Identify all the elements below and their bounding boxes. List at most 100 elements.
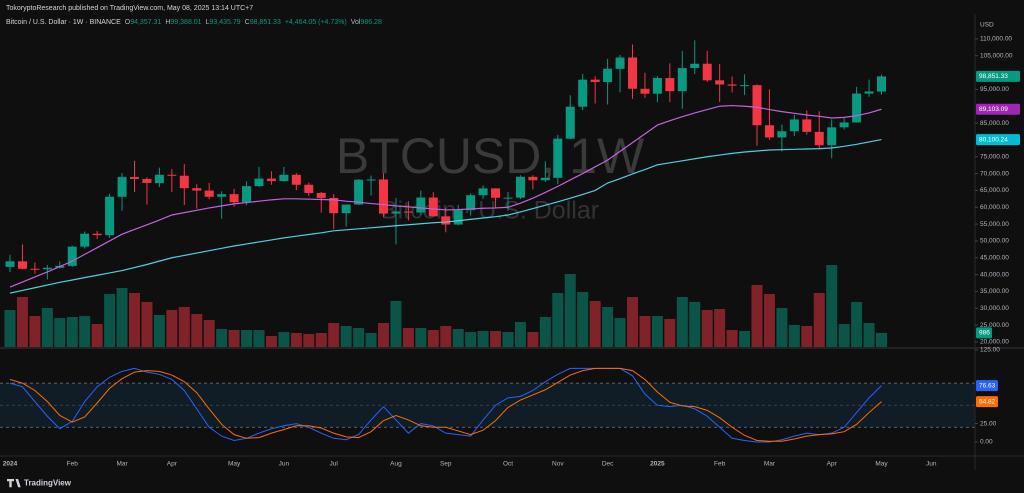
- price-tag: [976, 70, 1020, 82]
- volume-bar: [714, 309, 726, 347]
- volume-bar: [701, 310, 713, 347]
- volume-bar: [514, 322, 526, 347]
- price-tag-label: 76.63: [979, 382, 996, 389]
- volume-bar: [726, 330, 738, 347]
- candle-body: [17, 261, 27, 269]
- volume-bar: [564, 274, 576, 347]
- price-tag: [976, 134, 1020, 146]
- x-tick-label: Jun: [279, 461, 290, 468]
- stoch-pane: [0, 367, 975, 443]
- volume-bar: [452, 329, 464, 347]
- candle-body: [242, 186, 252, 203]
- volume-bar: [440, 326, 452, 347]
- y-tick-label: 45,000.00: [980, 254, 1009, 261]
- volume-bar: [54, 318, 66, 347]
- candle-body: [553, 138, 563, 178]
- volume-bar: [651, 316, 663, 347]
- volume-bar: [589, 301, 601, 347]
- candle-body: [715, 80, 725, 85]
- candle-body: [540, 177, 550, 181]
- candle-body: [839, 122, 849, 128]
- y-tick-label: 50,000.00: [980, 238, 1009, 245]
- volume-bar: [278, 332, 290, 347]
- footer-bar: [0, 472, 1024, 493]
- candle-body: [590, 79, 600, 83]
- volume-bar: [66, 317, 78, 347]
- volume-bar: [365, 333, 377, 347]
- candle-body: [279, 174, 289, 182]
- candle-body: [827, 127, 837, 146]
- x-tick-label: Jul: [330, 461, 339, 468]
- y-tick-label: 20,000.00: [980, 339, 1009, 346]
- candle-body: [179, 175, 189, 189]
- volume-bar: [577, 292, 589, 347]
- y-tick-label: 110,000.00: [980, 36, 1012, 43]
- x-tick-label: Feb: [714, 461, 726, 468]
- candle-body: [814, 131, 824, 146]
- volume-bar: [402, 328, 414, 347]
- y-tick-label: 125.00: [980, 347, 1000, 354]
- candle-body: [5, 261, 15, 267]
- candle-body: [416, 197, 426, 213]
- legend: Bitcoin / U.S. Dollar · 1W · BINANCE O94,…: [6, 19, 382, 26]
- candle-body: [528, 176, 538, 181]
- volume-bar: [79, 316, 91, 347]
- volume-bar: [241, 330, 253, 347]
- x-tick-label: 2025: [650, 461, 665, 468]
- candle-body: [603, 68, 613, 83]
- candle-body: [428, 197, 438, 217]
- candle-body: [864, 91, 874, 94]
- x-tick-label: Nov: [552, 461, 564, 468]
- volume-bar: [191, 314, 203, 347]
- volume-bar: [41, 308, 53, 347]
- price-tag-label: 986: [979, 330, 990, 337]
- candle-body: [366, 179, 376, 181]
- candle-body: [615, 57, 625, 69]
- candle-body: [852, 93, 862, 123]
- volume-bar: [676, 297, 688, 347]
- x-tick-label: May: [228, 461, 241, 468]
- candle-body: [329, 197, 339, 214]
- legend-key: C: [245, 19, 250, 26]
- x-tick-label: Dec: [602, 461, 614, 468]
- legend-key: L: [206, 19, 210, 26]
- candle-body: [192, 188, 202, 191]
- candle-body: [291, 174, 301, 185]
- candle-body: [802, 119, 812, 132]
- stoch-line: [9, 367, 882, 443]
- volume-bar: [315, 333, 327, 347]
- candle-body: [254, 178, 264, 187]
- volume-bar: [788, 325, 800, 347]
- volume-bar: [502, 332, 514, 347]
- candle-body: [466, 195, 476, 211]
- price-pane: [4, 40, 887, 347]
- volume-bar: [627, 297, 638, 347]
- candle-body: [142, 178, 152, 183]
- volume-bar: [203, 320, 215, 347]
- candle-body: [80, 233, 90, 247]
- volume-bar: [863, 323, 875, 347]
- candle-body: [515, 176, 525, 198]
- candle-body: [665, 78, 675, 92]
- candle-body: [652, 78, 662, 94]
- moving-average-line: [9, 138, 882, 294]
- price-tag-label: 89,103.09: [979, 106, 1008, 113]
- volume-bar: [303, 334, 315, 347]
- volume-bar: [427, 330, 439, 347]
- x-tick-label: Oct: [503, 461, 513, 468]
- volume-bar: [129, 293, 140, 347]
- price-tag: [976, 380, 998, 392]
- y-tick-label: 25.00: [980, 420, 997, 427]
- moving-average-line: [9, 104, 882, 288]
- volume-bar: [104, 294, 116, 347]
- y-tick-label: 85,000.00: [980, 120, 1009, 127]
- volume-bar: [353, 328, 365, 347]
- candle-body: [727, 84, 737, 86]
- volume-bar: [739, 331, 751, 347]
- watermark-symbol: BTCUSD, 1W: [336, 128, 645, 184]
- legend-title: Bitcoin / U.S. Dollar · 1W · BINANCE: [6, 19, 121, 26]
- candle-body: [204, 190, 214, 197]
- y-tick-label: 105,000.00: [980, 52, 1013, 59]
- candle-body: [578, 79, 588, 107]
- watermark-description: Bitcoin · U.S. Dollar: [381, 197, 599, 225]
